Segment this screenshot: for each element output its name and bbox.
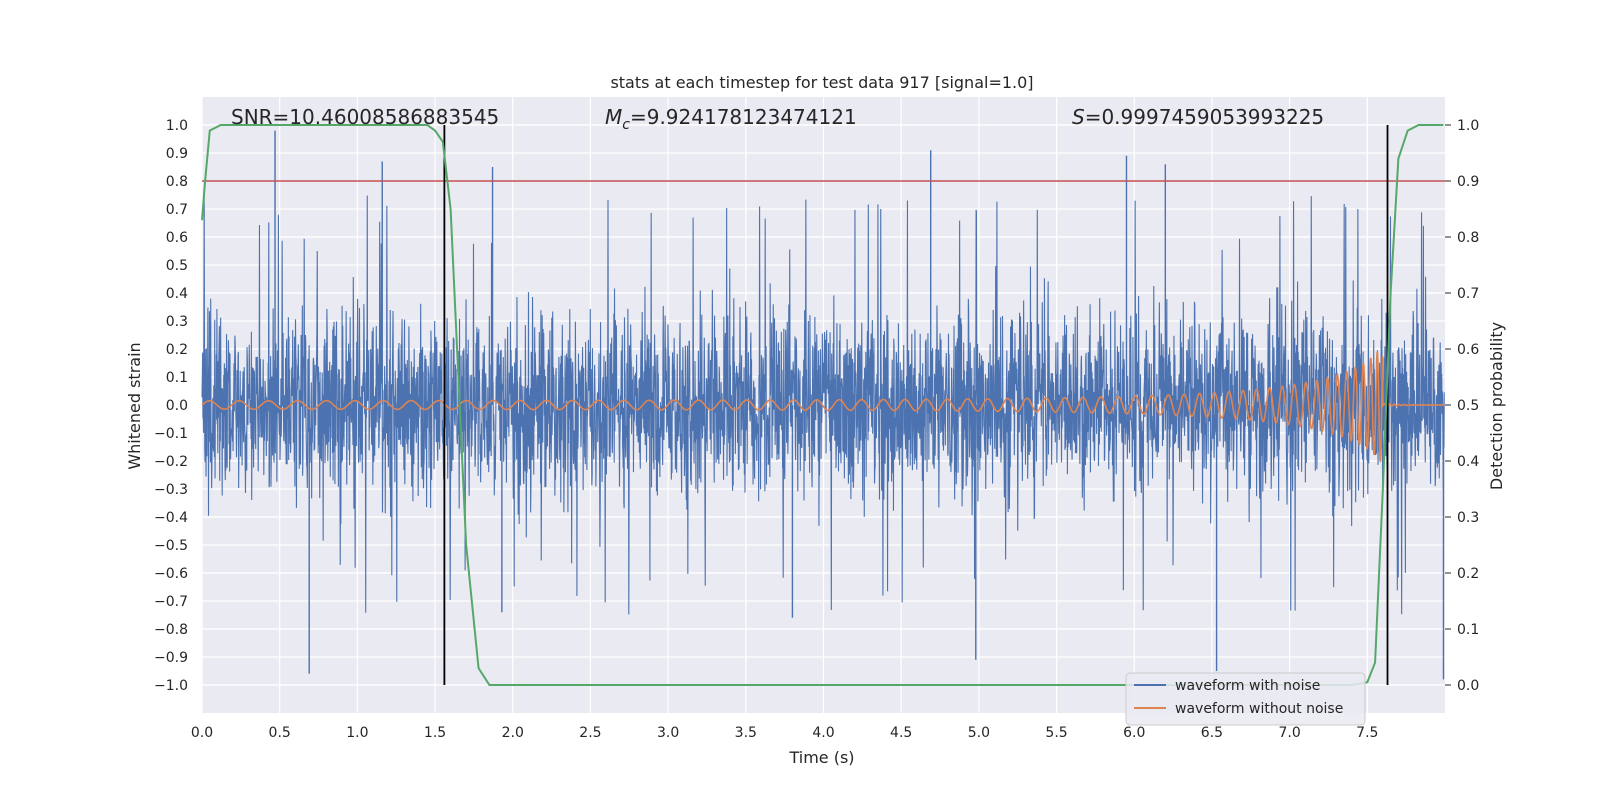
series-waveform-without-noise (201, 351, 1445, 463)
y-right-tick-label: 0.5 (1457, 398, 1479, 414)
y-tick-label: −0.2 (154, 454, 188, 470)
y-tick-label: −0.5 (154, 538, 188, 554)
y-right-tick-label: 0.4 (1457, 454, 1479, 470)
y-right-axis-label: Detection probability (1487, 322, 1506, 490)
y-tick-label: −0.6 (154, 566, 188, 582)
y-tick-label: 1.0 (166, 118, 188, 134)
legend: waveform with noise waveform without noi… (1125, 672, 1366, 726)
x-tick-label: 2.0 (502, 725, 524, 741)
y-tick-label: 0.9 (166, 146, 188, 162)
y-tick-label: 0.2 (166, 342, 188, 358)
y-axis-label: Whitened strain (125, 342, 144, 469)
y-tick-label: 0.8 (166, 174, 188, 190)
x-tick-label: 7.5 (1356, 725, 1378, 741)
waveform-with-noise-line (201, 195, 1445, 615)
x-tick-label: 3.5 (735, 725, 757, 741)
chirp-mass-annotation: Mc=9.924178123474121 (605, 105, 857, 133)
y-right-tick-label: 0.7 (1457, 286, 1479, 302)
x-tick-label: 6.0 (1123, 725, 1145, 741)
y-tick-label: −0.7 (154, 594, 188, 610)
y-right-tick-label: 0.8 (1457, 230, 1479, 246)
legend-label-noise: waveform with noise (1175, 678, 1320, 694)
waveform-without-noise-line (201, 351, 1445, 463)
x-tick-label: 1.5 (424, 725, 446, 741)
x-tick-label: 4.0 (812, 725, 834, 741)
x-tick-label: 0.0 (191, 725, 213, 741)
y-tick-label: −0.1 (154, 426, 188, 442)
y-right-tick-label: 0.9 (1457, 174, 1479, 190)
y-tick-label: 0.0 (166, 398, 188, 414)
y-tick-label: 0.3 (166, 314, 188, 330)
x-tick-label: 5.5 (1045, 725, 1067, 741)
y-right-tick-label: 0.0 (1457, 678, 1479, 694)
y-tick-label: −0.8 (154, 622, 188, 638)
x-tick-label: 4.5 (890, 725, 912, 741)
series-waveform-with-noise (201, 130, 1445, 680)
y-right-tick-label: 1.0 (1457, 118, 1479, 134)
x-tick-label: 2.5 (579, 725, 601, 741)
y-right-tick-label: 0.2 (1457, 566, 1479, 582)
x-tick-label: 7.0 (1278, 725, 1300, 741)
detection-probability-line (201, 124, 1444, 686)
x-tick-label: 6.5 (1201, 725, 1223, 741)
y-tick-label: −1.0 (154, 678, 188, 694)
y-tick-label: 0.4 (166, 286, 188, 302)
y-tick-label: −0.9 (154, 650, 188, 666)
x-tick-label: 1.0 (346, 725, 368, 741)
chart-title: stats at each timestep for test data 917… (610, 73, 1033, 92)
y-tick-label: 0.5 (166, 258, 188, 274)
snr-annotation: SNR=10.46008586883545 (231, 105, 499, 129)
y-tick-label: 0.6 (166, 230, 188, 246)
x-tick-label: 3.0 (657, 725, 679, 741)
y-tick-label: −0.3 (154, 482, 188, 498)
y-right-tick-label: 0.3 (1457, 510, 1479, 526)
score-annotation: S=0.9997459053993225 (1072, 105, 1324, 129)
y-right-tick-label: 0.6 (1457, 342, 1479, 358)
legend-label-clean: waveform without noise (1175, 701, 1343, 717)
x-tick-label: 0.5 (269, 725, 291, 741)
legend-box (1125, 672, 1366, 726)
y-tick-label: −0.4 (154, 510, 188, 526)
x-tick-label: 5.0 (968, 725, 990, 741)
y-tick-label: 0.7 (166, 202, 188, 218)
y-tick-label: 0.1 (166, 370, 188, 386)
y-right-tick-label: 0.1 (1457, 622, 1479, 638)
x-axis-label: Time (s) (788, 748, 854, 767)
